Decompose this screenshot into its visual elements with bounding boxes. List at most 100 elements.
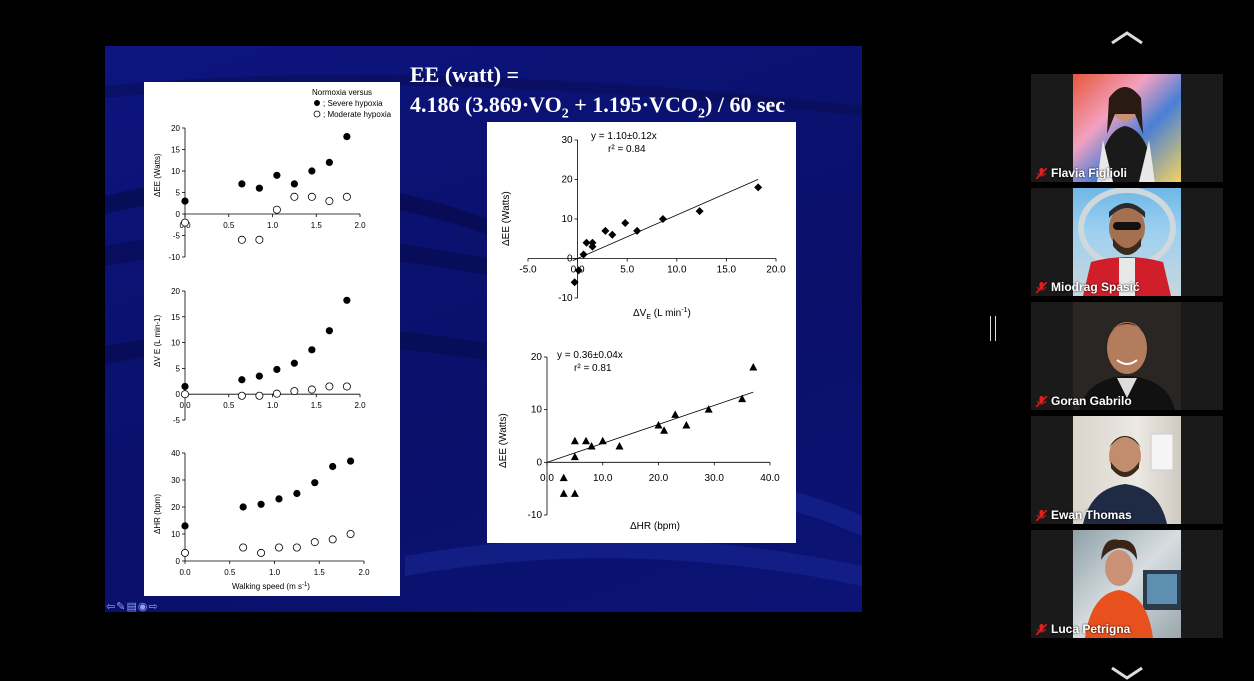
participant-video bbox=[1073, 188, 1181, 296]
x-tick-label: 10.0 bbox=[593, 473, 613, 484]
data-point-moderate bbox=[257, 548, 266, 557]
legend-open-marker bbox=[313, 110, 321, 118]
y-tick-label: 0 bbox=[176, 557, 181, 566]
data-point-severe bbox=[255, 184, 263, 192]
data-point-severe bbox=[238, 180, 246, 188]
x-tick-label: 1.0 bbox=[267, 401, 279, 410]
y-axis-label: ΔHR (bpm) bbox=[153, 494, 162, 534]
data-point-moderate bbox=[292, 543, 301, 552]
legend-open-label: ; Moderate hypoxia bbox=[323, 110, 392, 119]
y-tick-label: -10 bbox=[168, 253, 180, 262]
data-point-moderate bbox=[255, 391, 264, 400]
y-axis-label: ΔEE (Watts) bbox=[153, 153, 162, 197]
data-point-severe bbox=[273, 171, 281, 179]
data-point-moderate bbox=[307, 385, 316, 394]
data-point-moderate bbox=[346, 529, 355, 538]
participant-tile[interactable]: Miodrag Spasić bbox=[1031, 188, 1223, 296]
participant-tile[interactable]: Goran Gabrilo bbox=[1031, 302, 1223, 410]
y-tick-label: 40 bbox=[171, 449, 180, 458]
data-point-moderate bbox=[181, 218, 190, 227]
data-point-severe bbox=[238, 376, 246, 384]
x-tick-label: 0.5 bbox=[223, 401, 235, 410]
x-tick-label: 15.0 bbox=[717, 265, 737, 276]
next-arrow-icon[interactable]: ⇨ bbox=[148, 601, 158, 613]
participant-tile[interactable]: Flavia Figlioli bbox=[1031, 74, 1223, 182]
data-point-severe bbox=[343, 133, 351, 141]
participant-name: Luca Petrigna bbox=[1051, 622, 1131, 636]
data-point-severe bbox=[346, 457, 355, 465]
y-tick-label: 10 bbox=[531, 405, 543, 416]
data-point-moderate bbox=[290, 387, 299, 396]
correlation-charts: y = 1.10±0.12x r² = 0.84 y = 0.36±0.04x … bbox=[498, 131, 786, 532]
y-tick-label: 10 bbox=[171, 339, 180, 348]
data-point-severe bbox=[275, 495, 283, 503]
data-point bbox=[559, 489, 568, 497]
data-point-moderate bbox=[181, 548, 190, 557]
x-tick-label: 5.0 bbox=[620, 265, 634, 276]
home-icon[interactable]: ◉ bbox=[137, 601, 148, 613]
participant-video bbox=[1073, 302, 1181, 410]
data-point-moderate bbox=[272, 205, 281, 214]
data-point bbox=[601, 226, 610, 235]
slide-navigation[interactable]: ⇦ ✎ ▤ ◉ ⇨ bbox=[106, 600, 158, 613]
y-tick-label: 0 bbox=[176, 390, 181, 399]
x-tick-label: 1.5 bbox=[311, 221, 323, 230]
data-point-severe bbox=[239, 503, 247, 511]
data-point-severe bbox=[325, 158, 333, 166]
data-point bbox=[682, 420, 691, 429]
regression-equation-2: y = 0.36±0.04x bbox=[557, 350, 623, 361]
x-tick-label: 2.0 bbox=[358, 568, 370, 577]
y-tick-label: -5 bbox=[173, 416, 181, 425]
data-point bbox=[570, 278, 579, 287]
data-point-moderate bbox=[342, 382, 351, 391]
y-tick-label: 20 bbox=[171, 503, 180, 512]
data-point-severe bbox=[290, 359, 298, 367]
y-tick-label: 15 bbox=[171, 146, 180, 155]
data-point-severe bbox=[181, 197, 189, 205]
r-squared-2: r² = 0.81 bbox=[574, 363, 612, 374]
participant-tile[interactable]: Ewan Thomas bbox=[1031, 416, 1223, 524]
y-tick-label: 30 bbox=[561, 135, 573, 146]
x-tick-label: 1.5 bbox=[311, 401, 323, 410]
data-point-moderate bbox=[325, 197, 334, 206]
data-point-moderate bbox=[290, 192, 299, 201]
data-point bbox=[587, 442, 596, 450]
data-point bbox=[660, 426, 669, 434]
ee-axis-label-top: ΔEE (Watts) bbox=[501, 191, 512, 246]
data-point-severe bbox=[181, 522, 189, 530]
participant-video bbox=[1073, 416, 1181, 524]
data-point bbox=[658, 215, 667, 223]
data-point bbox=[671, 410, 680, 418]
y-tick-label: 30 bbox=[171, 476, 180, 485]
data-point-severe bbox=[181, 382, 189, 391]
data-point bbox=[570, 452, 579, 461]
participant-name: Ewan Thomas bbox=[1051, 508, 1132, 522]
data-point-severe bbox=[255, 372, 263, 380]
muted-mic-icon bbox=[1036, 396, 1047, 407]
data-point-severe bbox=[343, 296, 351, 304]
menu-icon[interactable]: ▤ bbox=[126, 601, 137, 613]
data-point-moderate bbox=[328, 535, 337, 544]
y-tick-label: 20 bbox=[171, 124, 180, 133]
scroll-down-icon[interactable] bbox=[1110, 665, 1144, 681]
x-tick-label: 1.0 bbox=[269, 568, 281, 577]
y-tick-label: -10 bbox=[558, 293, 573, 304]
x-tick-label: 0.5 bbox=[224, 568, 236, 577]
data-point bbox=[588, 242, 597, 251]
data-point-severe bbox=[308, 346, 316, 354]
y-tick-label: 5 bbox=[176, 364, 181, 373]
x-tick-label: 0.5 bbox=[223, 221, 235, 230]
pen-icon[interactable]: ✎ bbox=[116, 601, 126, 613]
data-point bbox=[749, 363, 758, 371]
data-point bbox=[598, 436, 607, 445]
data-point-severe bbox=[329, 462, 337, 471]
x-tick-label: 40.0 bbox=[760, 473, 780, 484]
data-point-severe bbox=[293, 489, 301, 498]
participant-tile[interactable]: Luca Petrigna bbox=[1031, 530, 1223, 638]
data-point bbox=[559, 473, 568, 482]
scroll-up-icon[interactable] bbox=[1110, 30, 1144, 46]
legend: Normoxia versus ; Severe hypoxia ; Moder… bbox=[312, 88, 392, 119]
data-point-moderate bbox=[239, 543, 248, 552]
prev-arrow-icon[interactable]: ⇦ bbox=[106, 601, 116, 613]
r-squared-1: r² = 0.84 bbox=[608, 144, 646, 155]
